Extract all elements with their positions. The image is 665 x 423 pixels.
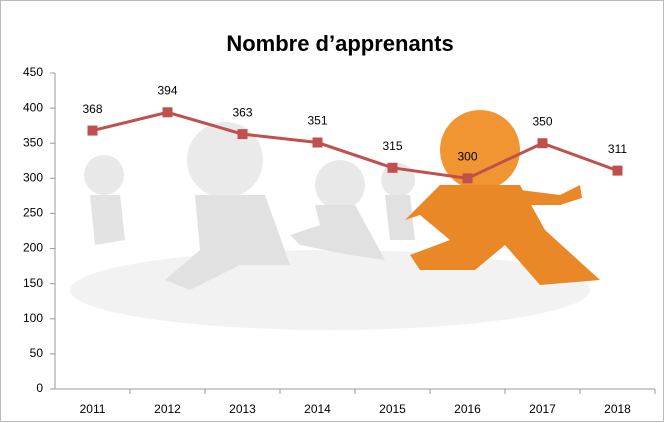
data-label: 300 [457,150,477,164]
data-label: 315 [382,139,402,153]
marker [312,137,323,148]
x-tick-label: 2013 [229,402,256,416]
data-label: 394 [157,83,177,97]
background-figures [70,110,600,330]
y-tick-label: 300 [23,171,43,185]
line [92,110,619,180]
marker [537,138,548,149]
data-label: 363 [232,105,252,119]
x-tick-label: 2017 [529,402,556,416]
x-tick-label: 2012 [154,402,181,416]
y-tick-label: 0 [36,381,43,395]
y-tick-label: 50 [30,346,44,360]
x-tick-label: 2011 [80,402,106,416]
y-tick-label: 350 [23,135,43,149]
data-label: 311 [608,142,627,156]
data-label: 351 [307,114,327,128]
marker [612,165,623,176]
x-tick-label: 2016 [454,402,481,416]
marker [87,125,98,136]
chart-title: Nombre d’apprenants [226,31,453,56]
data-label: 350 [532,114,552,128]
marker [462,173,473,184]
marker [162,107,173,118]
y-tick-label: 100 [23,311,43,325]
marker [387,162,398,173]
y-tick-label: 250 [23,206,43,220]
y-tick-label: 200 [23,241,43,255]
data-label: 368 [82,102,102,116]
x-tick-label: 2015 [379,402,406,416]
y-tick-label: 450 [23,65,43,79]
y-tick-label: 400 [23,100,43,114]
x-tick-label: 2018 [604,402,631,416]
x-tick-label: 2014 [304,402,331,416]
y-tick-label: 150 [23,276,43,290]
marker [237,129,248,140]
